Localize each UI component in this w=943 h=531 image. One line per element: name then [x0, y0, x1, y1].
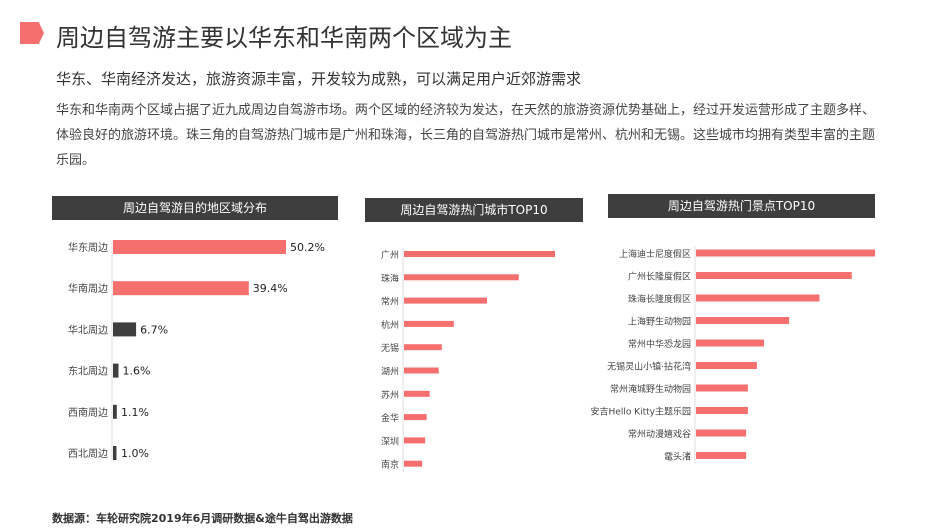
category-label: 常州: [381, 296, 399, 308]
category-label: 珠海长隆度假区: [628, 293, 691, 305]
category-label: 苏州: [381, 389, 399, 401]
bar: [696, 429, 747, 437]
bar: [113, 281, 249, 296]
bar: [404, 414, 427, 421]
data-label: 1.0%: [121, 447, 149, 460]
category-label: 常州淹城野生动物园: [610, 383, 691, 395]
category-label: 华东周边: [68, 241, 108, 254]
chart-1-title: 周边自驾游目的地区域分布: [52, 196, 338, 220]
bar: [113, 363, 119, 378]
category-label: 深圳: [381, 436, 399, 447]
bar: [696, 339, 765, 347]
bar: [113, 404, 117, 419]
category-label: 东北周边: [68, 365, 108, 378]
bar: [404, 367, 439, 374]
bar: [404, 274, 519, 281]
bar: [696, 317, 790, 324]
page-subtitle: 华东、华南经济发达，旅游资源丰富，开发较为成熟，可以满足用户近郊游需求: [56, 70, 582, 88]
bar: [696, 452, 747, 459]
data-label: 1.6%: [123, 365, 151, 378]
category-label: 金华: [381, 412, 399, 424]
title-marker-icon: [20, 22, 44, 44]
page-body-text: 华东和华南两个区域占据了近九成周边自驾游市场。两个区域的经济较为发达，在天然的旅…: [56, 103, 876, 168]
bar: [404, 320, 454, 327]
category-label: 无锡: [381, 343, 399, 354]
category-label: 上海迪士尼度假区: [619, 248, 691, 260]
bar: [696, 407, 748, 414]
bar: [404, 251, 555, 257]
data-label: 50.2%: [290, 241, 325, 254]
bar: [113, 322, 137, 337]
bar: [696, 294, 820, 302]
category-label: 杭州: [381, 319, 399, 331]
bar: [404, 460, 423, 467]
bar: [404, 390, 430, 397]
bar: [696, 362, 757, 369]
category-label: 鼋头渚: [664, 452, 691, 463]
category-label: 西南周边: [68, 406, 108, 419]
bar: [113, 240, 286, 254]
bar: [404, 344, 442, 351]
bar: [696, 249, 875, 257]
bar: [696, 272, 852, 279]
bar: [404, 437, 426, 444]
category-label: 华北周边: [68, 323, 108, 336]
bar: [696, 384, 748, 392]
category-label: 上海野生动物园: [628, 316, 691, 328]
chart-3-title: 周边自驾游热门景点TOP10: [608, 194, 875, 218]
chart-2-title: 周边自驾游热门城市TOP10: [365, 198, 583, 222]
bar: [404, 297, 488, 304]
category-label: 南京: [381, 459, 399, 471]
category-label: 安吉Hello Kitty主题乐园: [591, 406, 691, 418]
bar: [113, 446, 117, 460]
category-label: 珠海: [381, 272, 399, 284]
category-label: 常州动漫嬉戏谷: [628, 428, 691, 440]
category-label: 广州长隆度假区: [628, 271, 691, 283]
category-label: 常州中华恐龙园: [628, 338, 691, 350]
page-title: 周边自驾游主要以华东和华南两个区域为主: [56, 24, 512, 52]
data-label: 6.7%: [140, 323, 168, 336]
category-label: 西北周边: [68, 448, 108, 460]
data-label: 39.4%: [253, 282, 288, 295]
category-label: 广州: [381, 249, 399, 261]
data-source: 数据源：车轮研究院2019年6月调研数据&途牛自驾出游数据: [52, 512, 353, 525]
category-label: 华南周边: [68, 282, 108, 295]
category-label: 湖州: [381, 367, 399, 378]
data-label: 1.1%: [121, 406, 149, 419]
category-label: 无锡灵山小镇·拈花湾: [607, 361, 691, 373]
